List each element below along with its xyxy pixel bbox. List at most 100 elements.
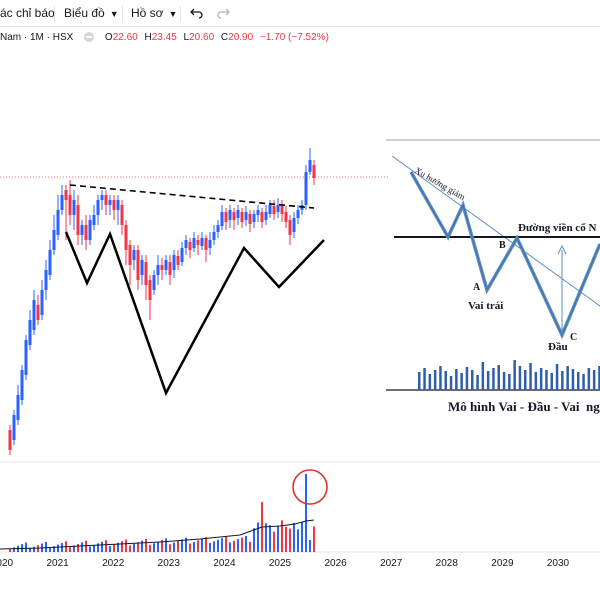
x-tick-label: 2026 [324,558,347,569]
indicators-button[interactable]: ác chỉ báo [0,6,55,20]
volume-bar [285,526,287,552]
volume-bar [237,539,239,552]
candle-body [64,190,68,200]
low-value: 20.60 [189,32,215,43]
volume-bar [281,520,283,552]
candle-body [116,200,120,210]
x-tick-label: 2023 [158,558,181,569]
candle-body [36,305,40,320]
chart-type-label: Biểu đồ [64,6,105,20]
candle-body [144,262,148,285]
ohlc-legend: Nam · 1M · HSX O22.60 H23.45 L20.60 C20.… [0,28,333,48]
inset-volume-bar [486,371,490,390]
open-label: O [104,32,113,43]
inset-volume-bar [471,370,474,390]
volume-bar [169,544,171,552]
volume-bar [105,540,107,552]
inset-volume-bar [598,366,600,390]
top-toolbar: ác chỉ báo Biểu đồ ▼ Hồ sơ ▼ [0,0,600,27]
undo-icon[interactable] [190,6,204,20]
candle-body [172,255,176,270]
volume-bar [277,525,279,552]
candle-body [304,172,308,205]
candle-body [104,195,108,205]
candle-body [236,210,240,218]
volume-bar [49,547,51,552]
inset-volume-bar [423,368,426,390]
volume-bar [209,543,211,552]
inset-volume-bar [566,366,569,390]
volume-bar [233,540,235,552]
close-value: 20.90 [228,32,254,43]
volume-bar [53,546,55,552]
chart-type-button[interactable]: Biểu đồ ▼ [64,0,119,26]
volume-bar [137,542,139,552]
volume-bar [213,541,215,552]
inset-volume-bar [508,374,511,390]
volume-bar [297,529,299,552]
inset-volume-bar [545,370,548,390]
candle-body [276,205,280,212]
volume-bar [101,541,103,552]
inset-volume-bar [582,374,585,390]
arrow-up-icon [557,244,567,255]
redo-icon[interactable] [216,6,230,20]
volume-bar [33,546,35,552]
volume-ma-line [0,519,315,550]
volume-bar [85,540,87,552]
collapse-legend-icon[interactable] [84,32,95,43]
chevron-down-icon: ▼ [109,9,119,19]
inset-volume-bar [513,360,516,390]
inset-volume-bar [476,375,479,390]
inset-volume-bar [524,370,527,390]
inset-volume-bar [428,374,432,390]
candle-body [260,212,264,222]
volume-bar [253,528,255,552]
volume-bar [221,538,223,552]
candle-body [8,430,12,450]
volume-bar [57,544,59,552]
volume-bar [93,544,95,552]
candle-body [240,212,244,222]
volume-bar [61,542,63,552]
candle-body [308,160,312,172]
inset-volume-bar [465,367,469,390]
inset-volume-bar [433,370,437,390]
inset-volume-bar [455,369,458,390]
volume-bar [305,474,307,552]
volume-bar [185,537,187,552]
candle-body [264,212,268,220]
volume-bar [229,542,231,552]
inset-left-shoulder-label: Vai trái [468,300,503,312]
volume-bar [153,543,155,552]
inset-volume-bar [418,372,421,390]
volume-bar [141,540,143,552]
volume-bar [313,526,315,552]
volume-bar [257,522,259,552]
volume-bar [73,545,75,552]
profile-button[interactable]: Hồ sơ ▼ [131,0,177,26]
volume-bar [81,542,83,552]
candle-body [208,240,212,248]
toolbar-divider [180,5,181,21]
candle-body [152,275,156,290]
candle-body [76,205,80,235]
chevron-down-icon: ▼ [168,9,178,19]
inset-point-a: A [473,282,481,293]
candle-body [56,210,60,235]
volume-bar [117,542,119,552]
candle-body [288,220,292,235]
x-tick-label: 2029 [491,558,514,569]
volume-bar [45,541,47,552]
candle-body [168,262,172,275]
inset-volume-bar [444,371,447,390]
inset-head-label: Đầu [548,341,568,353]
inset-volume-bar [550,373,553,390]
candle-body [92,215,96,225]
inset-volume-bar [492,368,495,390]
candle-body [284,212,288,222]
candle-body [312,165,316,178]
candle-body [296,210,300,218]
